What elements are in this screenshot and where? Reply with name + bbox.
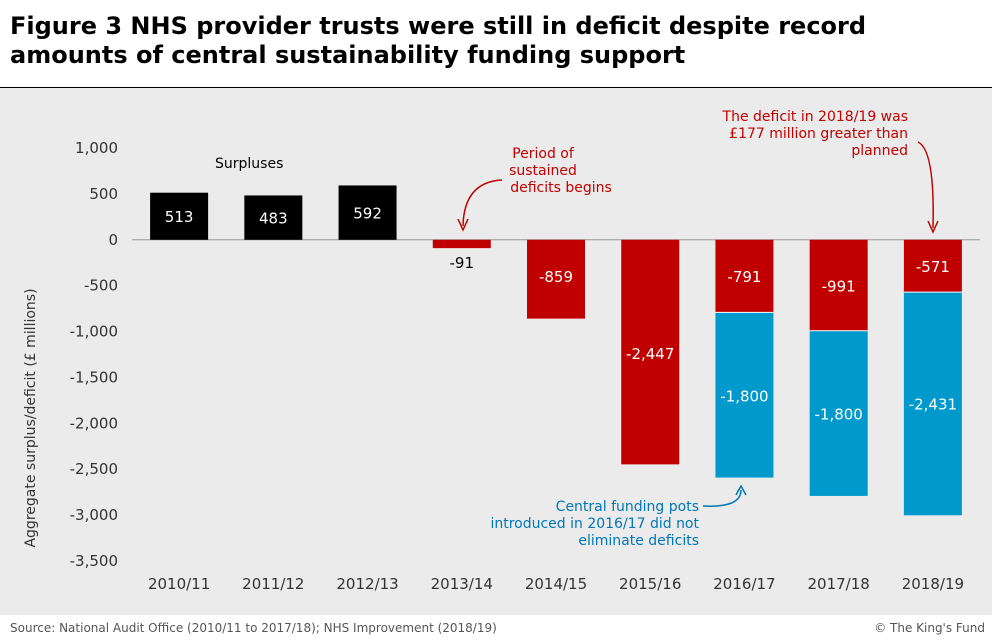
funding-pots-annotation-line: Central funding pots xyxy=(556,499,699,515)
bar-segment xyxy=(338,185,397,240)
bar-value-label: 513 xyxy=(165,208,194,226)
bar-chart: 1,000 500 0 -500 -1,000 -1,500 -2,000 -2,500 -3,… xyxy=(23,109,980,593)
bar-value-label: -571 xyxy=(916,258,950,276)
period-annotation: Period of sustained deficits begins xyxy=(509,146,612,196)
bar-value-label: 483 xyxy=(259,210,288,228)
bar-segment xyxy=(809,239,868,331)
period-arrow xyxy=(462,179,503,227)
x-tick-label: 2010/11 xyxy=(148,575,210,593)
deficit-2018-arrow-head xyxy=(927,220,939,234)
bar-segment xyxy=(903,292,962,516)
deficit-2018-annotation: The deficit in 2018/19 was £177 million … xyxy=(722,109,908,159)
x-axis: 2010/11 2011/12 2012/13 2013/14 2014/15 2015/… xyxy=(148,575,964,593)
deficit-2018-annotation-line: £177 million greater than xyxy=(729,126,908,142)
period-arrow-head xyxy=(457,218,469,232)
deficit-2018-annotation-line: The deficit in 2018/19 was xyxy=(722,109,908,125)
x-tick-label: 2011/12 xyxy=(242,575,304,593)
bar-segment xyxy=(809,330,868,496)
y-tick-label: -3,500 xyxy=(70,552,118,570)
y-tick-label: 500 xyxy=(89,185,118,203)
period-annotation-line: sustained xyxy=(509,163,577,179)
copyright-note: © The King's Fund xyxy=(874,621,985,635)
y-tick-label: -1,500 xyxy=(70,368,118,386)
funding-pots-annotation: Central funding pots introduced in 2016/… xyxy=(490,499,699,549)
period-annotation-line: Period of xyxy=(512,146,575,162)
deficit-2018-annotation-line: planned xyxy=(851,143,908,159)
bar-segment xyxy=(432,239,491,249)
surpluses-annotation: Surpluses xyxy=(215,156,283,172)
bar-segment xyxy=(244,195,303,240)
funding-pots-annotation-line: introduced in 2016/17 did not xyxy=(490,516,699,532)
bars: 513 483 592 -91 -859 -2,447 -791 -1,800 -991 -1,8… xyxy=(150,185,962,516)
x-tick-label: 2012/13 xyxy=(336,575,398,593)
y-tick-label: 0 xyxy=(108,231,118,249)
bar-value-label: -2,431 xyxy=(909,396,957,414)
y-tick-label: -500 xyxy=(84,277,118,295)
y-tick-label: 1,000 xyxy=(75,139,118,157)
bar-segment xyxy=(621,239,680,465)
page-title: Figure 3 NHS provider trusts were still … xyxy=(10,12,867,69)
bar-segment xyxy=(715,312,774,478)
bar-segment xyxy=(903,239,962,293)
funding-pots-arrow-head xyxy=(735,484,747,496)
x-tick-label: 2015/16 xyxy=(619,575,681,593)
bar-value-label: -91 xyxy=(450,254,475,272)
bar-value-label: 592 xyxy=(353,205,382,223)
bar-value-label: -859 xyxy=(539,268,573,286)
deficit-2018-arrow xyxy=(917,141,934,229)
x-tick-label: 2017/18 xyxy=(808,575,870,593)
y-tick-label: -2,500 xyxy=(70,460,118,478)
x-tick-label: 2016/17 xyxy=(713,575,775,593)
y-axis: 1,000 500 0 -500 -1,000 -1,500 -2,000 -2,500 -3,… xyxy=(70,139,118,570)
bar-segment xyxy=(527,239,585,319)
source-note: Source: National Audit Office (2010/11 t… xyxy=(10,621,497,635)
funding-pots-annotation-line: eliminate deficits xyxy=(578,533,699,549)
funding-pots-arrow xyxy=(702,489,742,507)
y-tick-label: -2,000 xyxy=(70,414,118,432)
y-axis-label: Aggregate surplus/deficit (£ millions) xyxy=(23,288,39,547)
bar-value-label: -791 xyxy=(727,268,761,286)
x-tick-label: 2018/19 xyxy=(902,575,964,593)
bar-value-label: -1,800 xyxy=(720,387,768,405)
bar-value-label: -1,800 xyxy=(814,405,862,423)
x-tick-label: 2014/15 xyxy=(525,575,587,593)
period-annotation-line: deficits begins xyxy=(510,180,612,196)
bar-value-label: -2,447 xyxy=(626,345,674,363)
y-tick-label: -3,000 xyxy=(70,506,118,524)
title-divider xyxy=(0,87,992,88)
x-tick-label: 2013/14 xyxy=(431,575,493,593)
bar-value-label: -991 xyxy=(822,277,856,295)
y-tick-label: -1,000 xyxy=(70,323,118,341)
bar-segment xyxy=(715,239,774,313)
bar-segment xyxy=(150,192,209,240)
